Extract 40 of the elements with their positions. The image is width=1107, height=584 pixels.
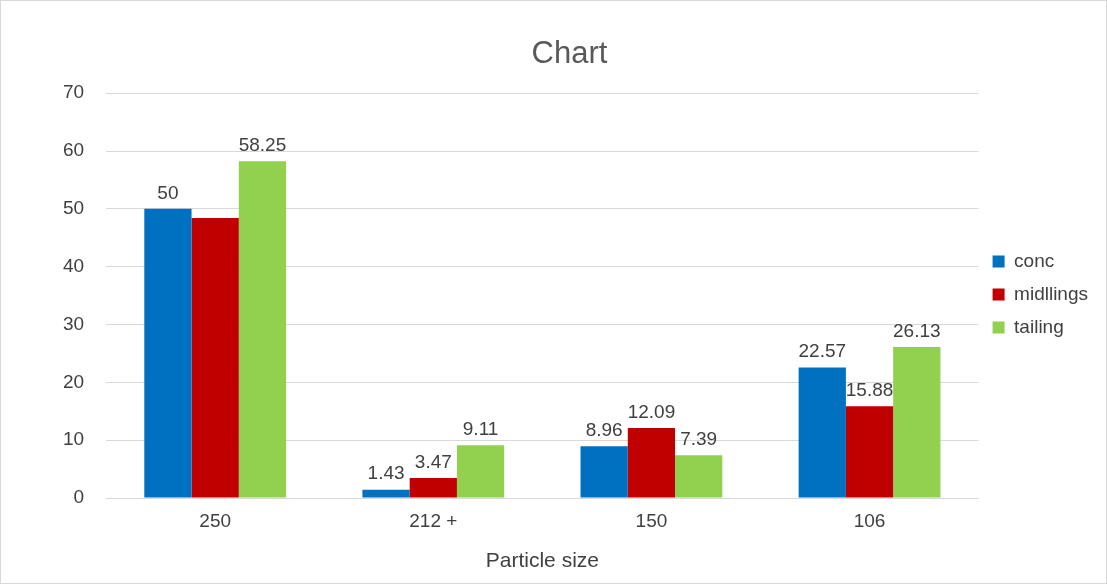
data-label: 22.57 xyxy=(798,340,847,362)
legend-label: conc xyxy=(1014,249,1055,271)
data-label: 50 xyxy=(157,181,179,203)
x-tick-label: 250 xyxy=(199,509,232,531)
legend-label: tailing xyxy=(1014,315,1064,337)
bar xyxy=(144,208,192,498)
bar xyxy=(798,367,846,498)
data-label: 26.13 xyxy=(893,319,941,341)
y-tick-label: 20 xyxy=(62,370,85,392)
y-tick-label: 30 xyxy=(62,312,85,334)
y-tick-label: 0 xyxy=(73,486,85,508)
x-tick-label: 106 xyxy=(853,509,886,531)
y-tick-label: 40 xyxy=(62,254,85,276)
bar xyxy=(675,455,723,498)
y-tick-label: 70 xyxy=(62,81,85,103)
bar xyxy=(238,161,287,498)
data-label: 7.39 xyxy=(680,428,718,449)
bar xyxy=(893,346,941,498)
x-tick-label: 150 xyxy=(635,509,668,531)
data-label: 58.25 xyxy=(238,133,287,155)
bar xyxy=(362,489,410,498)
legend-label: midllings xyxy=(1014,282,1089,304)
bar xyxy=(456,445,505,498)
x-tick-label: 212 + xyxy=(409,509,458,531)
data-label: 12.09 xyxy=(627,400,676,422)
chart-title: Chart xyxy=(531,35,608,71)
data-label: 8.96 xyxy=(585,418,623,440)
bar xyxy=(627,428,676,498)
bar xyxy=(191,218,239,498)
bar xyxy=(580,446,628,498)
y-tick-label: 60 xyxy=(62,139,85,161)
bar xyxy=(409,477,457,498)
data-label: 9.11 xyxy=(462,418,499,440)
bar xyxy=(845,406,894,498)
y-tick-label: 50 xyxy=(62,197,85,219)
y-tick-label: 10 xyxy=(62,428,85,450)
data-label: 15.88 xyxy=(845,378,894,400)
data-label: 1.43 xyxy=(367,462,405,484)
data-label: 3.47 xyxy=(414,450,452,472)
x-axis-title: Particle size xyxy=(485,548,599,572)
